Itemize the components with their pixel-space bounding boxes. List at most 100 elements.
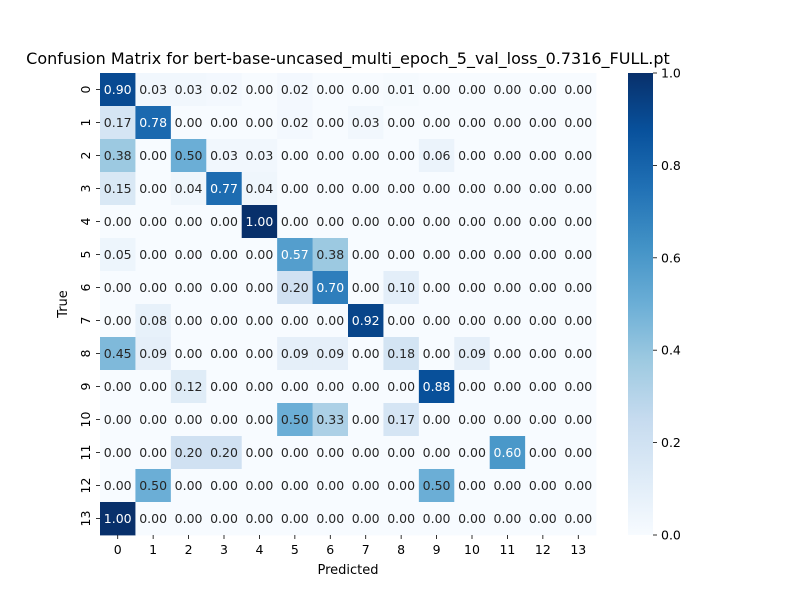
cell-value-label: 0.00 (139, 247, 167, 262)
cell-value-label: 0.00 (246, 445, 274, 460)
colorbar-gradient (628, 73, 653, 535)
heatmap-cell (383, 238, 420, 272)
heatmap-cell (489, 337, 526, 371)
cell-value-label: 0.00 (494, 346, 522, 361)
heatmap-cell (560, 469, 597, 503)
cell-value-label: 0.00 (281, 379, 309, 394)
cell-value-label: 0.00 (104, 445, 132, 460)
cell-value-label: 0.70 (316, 280, 344, 295)
cell-value-label: 0.00 (458, 445, 486, 460)
x-tick-label: 13 (570, 542, 586, 557)
cell-value-label: 0.00 (352, 181, 380, 196)
cell-value-label: 0.00 (210, 214, 238, 229)
heatmap-cell (348, 469, 384, 503)
heatmap-cell (560, 436, 597, 470)
cell-value-label: 0.00 (175, 247, 203, 262)
cell-value-label: 0.00 (104, 214, 132, 229)
cell-value-label: 0.00 (281, 445, 309, 460)
heatmap-cell (525, 370, 561, 404)
cell-value-label: 0.00 (352, 280, 380, 295)
cell-value-label: 0.12 (175, 379, 203, 394)
cell-value-label: 1.00 (104, 511, 132, 526)
heatmap-cell (170, 205, 207, 239)
heatmap-cells (100, 73, 597, 536)
heatmap-cell (560, 205, 597, 239)
colorbar-tick-label: 1.0 (661, 66, 681, 81)
cell-value-label: 0.00 (529, 379, 557, 394)
cell-value-label: 0.00 (494, 214, 522, 229)
heatmap-cell (418, 502, 455, 536)
cell-value-label: 0.00 (564, 214, 592, 229)
heatmap-cell (383, 271, 420, 305)
heatmap-cell (241, 502, 278, 536)
cell-value-label: 0.00 (458, 181, 486, 196)
heatmap-cell (489, 172, 526, 206)
heatmap-cell (560, 304, 597, 338)
heatmap-cell (560, 73, 597, 107)
cell-value-label: 0.09 (316, 346, 344, 361)
heatmap-cell (170, 172, 207, 206)
heatmap-cell (312, 469, 349, 503)
heatmap-cell (241, 139, 278, 173)
cell-value-label: 0.09 (139, 346, 167, 361)
cell-value-label: 1.00 (246, 214, 274, 229)
heatmap-cell (489, 403, 526, 437)
cell-value-label: 0.00 (387, 511, 415, 526)
cell-value-label: 0.04 (175, 181, 203, 196)
x-tick-label: 10 (464, 542, 480, 557)
cell-value-label: 0.00 (175, 115, 203, 130)
heatmap-cell (383, 106, 420, 140)
heatmap-cell (348, 403, 384, 437)
cell-value-label: 0.00 (423, 346, 451, 361)
heatmap-cell (489, 436, 526, 470)
cell-value-label: 0.00 (104, 280, 132, 295)
heatmap-cell (241, 436, 278, 470)
cell-value-label: 0.00 (494, 313, 522, 328)
cell-value-label: 0.00 (210, 379, 238, 394)
cell-value-label: 0.02 (210, 82, 238, 97)
heatmap-cell (348, 304, 384, 338)
heatmap-cell (560, 370, 597, 404)
heatmap-cell (383, 370, 420, 404)
cell-value-label: 0.00 (246, 313, 274, 328)
cell-value-label: 0.00 (139, 214, 167, 229)
heatmap-cell (418, 304, 455, 338)
heatmap-cell (100, 205, 136, 239)
heatmap-cell (241, 370, 278, 404)
cell-value-label: 0.00 (352, 379, 380, 394)
heatmap-cell (135, 436, 172, 470)
cell-value-label: 0.17 (104, 115, 132, 130)
heatmap-cell (277, 370, 313, 404)
heatmap-cell (241, 238, 278, 272)
heatmap-cell (454, 106, 491, 140)
cell-value-label: 0.00 (529, 115, 557, 130)
heatmap-cell (454, 436, 491, 470)
heatmap-cell (135, 370, 172, 404)
cell-value-label: 0.00 (281, 181, 309, 196)
heatmap-cell (560, 172, 597, 206)
heatmap-cell (383, 403, 420, 437)
cell-value-label: 0.09 (281, 346, 309, 361)
heatmap-cell (170, 436, 207, 470)
heatmap-cell (100, 370, 136, 404)
heatmap-cell (100, 502, 136, 536)
heatmap-cell (560, 106, 597, 140)
cell-value-label: 0.00 (139, 412, 167, 427)
heatmap-cell (100, 172, 136, 206)
heatmap-cell (489, 370, 526, 404)
y-tick-label: 10 (78, 412, 93, 428)
heatmap-cell (383, 469, 420, 503)
colorbar-tick-label: 0.6 (661, 250, 681, 265)
cell-value-label: 0.09 (458, 346, 486, 361)
heatmap-cell (100, 139, 136, 173)
heatmap-cell (525, 304, 561, 338)
cell-value-label: 0.20 (281, 280, 309, 295)
cell-value-label: 0.00 (175, 478, 203, 493)
heatmap-cell (170, 271, 207, 305)
y-tick-label: 5 (78, 251, 93, 259)
heatmap-cell (277, 106, 313, 140)
y-tick-label: 8 (78, 349, 93, 357)
y-tick-label: 6 (78, 283, 93, 291)
cell-value-label: 0.00 (104, 478, 132, 493)
cell-value-label: 0.00 (316, 148, 344, 163)
